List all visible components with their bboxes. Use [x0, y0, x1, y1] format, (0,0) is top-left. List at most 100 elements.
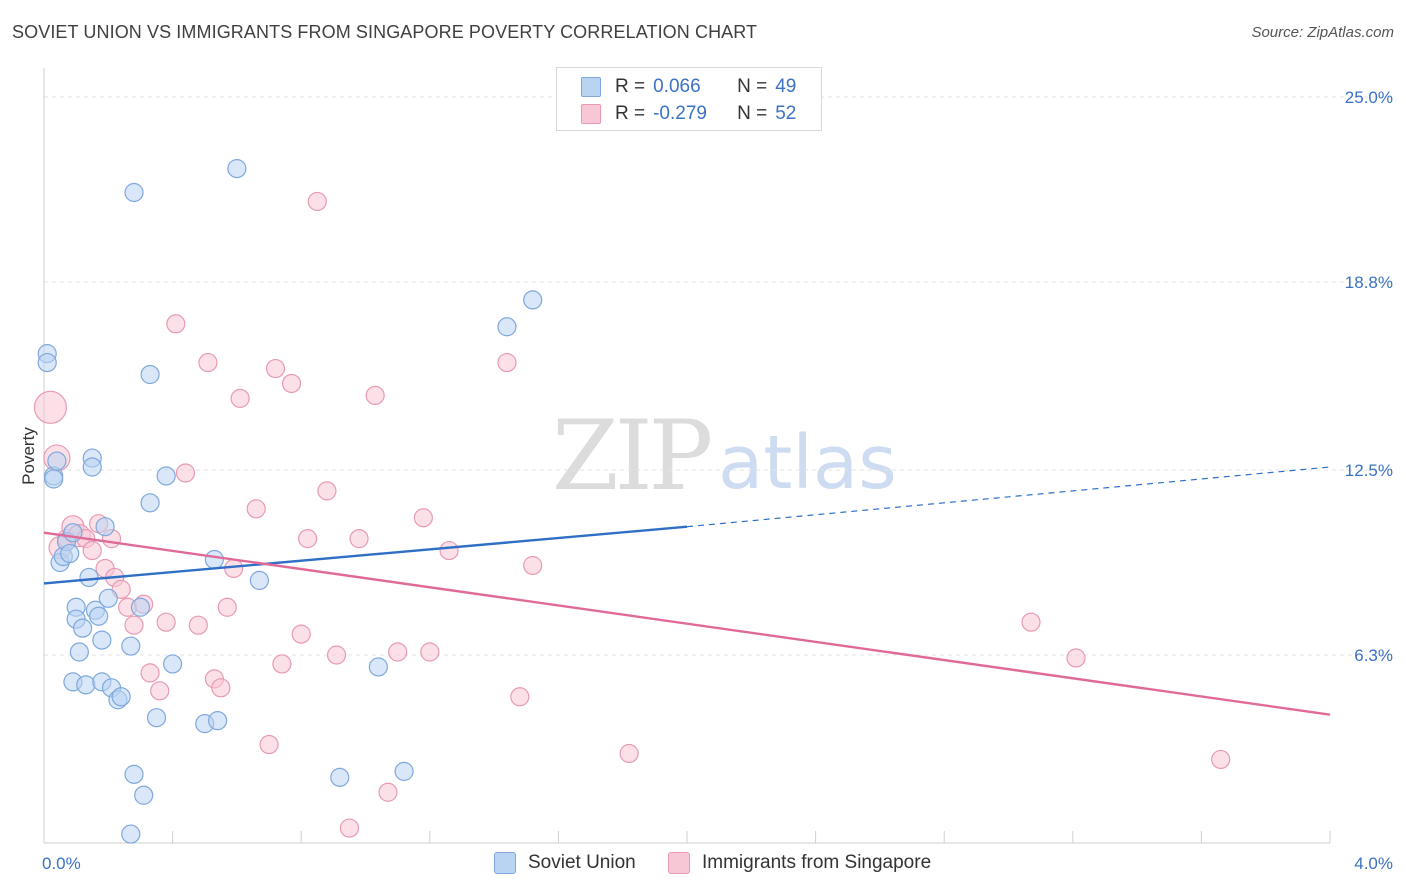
point-soviet-union: [47, 451, 67, 471]
point-soviet-union: [130, 597, 151, 617]
point-soviet-union: [72, 618, 93, 638]
point-soviet-union: [140, 493, 160, 513]
point-soviet-union: [124, 764, 144, 784]
point-immigrants-from-singapore: [326, 645, 347, 665]
legend-n-label: N =: [737, 103, 768, 124]
point-immigrants-from-singapore: [1066, 648, 1086, 668]
legend-label-soviet-union: Soviet Union: [528, 852, 636, 873]
point-soviet-union: [330, 767, 350, 787]
legend-item-immigrants-from-singapore[interactable]: Immigrants from Singapore: [668, 852, 931, 874]
watermark-zip: ZIP: [552, 400, 713, 512]
point-immigrants-from-singapore: [388, 642, 408, 662]
point-soviet-union: [134, 785, 154, 805]
point-soviet-union: [249, 570, 270, 591]
point-immigrants-from-singapore: [378, 782, 398, 802]
point-immigrants-from-singapore: [140, 663, 160, 683]
point-soviet-union: [69, 642, 89, 662]
point-immigrants-from-singapore: [82, 540, 102, 561]
x-tick-label: 0.0%: [42, 854, 81, 873]
point-immigrants-from-singapore: [246, 499, 266, 519]
point-immigrants-from-singapore: [510, 687, 530, 707]
y-tick-label: 12.5%: [1345, 461, 1393, 480]
point-soviet-union: [89, 606, 109, 626]
trend-line-soviet-union-extension: [686, 466, 1331, 528]
point-immigrants-from-singapore: [259, 734, 279, 755]
y-tick-label: 25.0%: [1345, 88, 1393, 107]
point-soviet-union: [76, 675, 96, 695]
legend-item-soviet-union[interactable]: Soviet Union: [494, 852, 636, 874]
legend-r-label: R =: [615, 103, 646, 124]
point-immigrants-from-singapore: [291, 624, 311, 644]
chart-title: SOVIET UNION VS IMMIGRANTS FROM SINGAPOR…: [12, 22, 758, 42]
point-immigrants-from-singapore: [339, 818, 360, 838]
point-soviet-union: [368, 657, 388, 677]
y-tick-label: 6.3%: [1354, 646, 1393, 665]
point-immigrants-from-singapore: [198, 352, 218, 373]
point-immigrants-from-singapore: [420, 642, 440, 662]
legend-n-label: N =: [737, 76, 768, 97]
point-soviet-union: [163, 654, 183, 674]
correlation-legend: R = 0.066 N = 49 R = -0.279 N = 52: [556, 67, 822, 131]
point-soviet-union: [121, 824, 141, 844]
point-soviet-union: [111, 687, 131, 707]
point-immigrants-from-singapore: [272, 654, 292, 674]
point-soviet-union: [523, 290, 543, 310]
point-immigrants-from-singapore: [523, 555, 543, 576]
point-immigrants-from-singapore: [150, 681, 170, 701]
point-soviet-union: [394, 761, 414, 781]
point-soviet-union: [156, 466, 176, 486]
y-tick-label: 18.8%: [1345, 273, 1393, 292]
point-immigrants-from-singapore: [317, 481, 337, 501]
point-soviet-union: [121, 636, 141, 656]
point-soviet-union: [82, 457, 102, 477]
point-immigrants-from-singapore: [497, 352, 517, 373]
legend-swatch-pink: [668, 852, 690, 874]
trend-lines: [43, 466, 1331, 716]
point-soviet-union: [60, 543, 80, 564]
point-soviet-union: [92, 630, 112, 650]
legend-row-soviet-union: R = 0.066 N = 49: [581, 74, 796, 100]
gridlines: [44, 96, 1392, 656]
point-immigrants-from-singapore: [1021, 612, 1041, 632]
legend-swatch-blue: [581, 77, 601, 97]
point-immigrants-from-singapore: [211, 678, 231, 698]
axes: [43, 68, 1331, 844]
point-immigrants-from-singapore: [349, 529, 369, 549]
point-immigrants-from-singapore: [439, 540, 459, 561]
watermark-atlas: atlas: [718, 420, 897, 506]
point-soviet-union: [140, 364, 160, 385]
points-immigrants-from-singapore: [33, 191, 1231, 838]
point-soviet-union: [37, 352, 57, 373]
point-immigrants-from-singapore: [619, 743, 639, 764]
point-soviet-union: [146, 708, 167, 728]
point-immigrants-from-singapore: [156, 612, 176, 632]
trend-line-soviet-union: [43, 525, 688, 585]
point-immigrants-from-singapore: [33, 390, 68, 424]
legend-swatch-blue: [494, 852, 516, 874]
legend-label-immigrants-from-singapore: Immigrants from Singapore: [702, 852, 932, 873]
point-immigrants-from-singapore: [281, 373, 302, 394]
point-soviet-union: [63, 523, 83, 543]
point-immigrants-from-singapore: [217, 597, 237, 617]
legend-r-value: 0.066: [653, 76, 701, 97]
point-immigrants-from-singapore: [188, 615, 208, 635]
point-immigrants-from-singapore: [224, 558, 244, 579]
points-soviet-union: [37, 159, 543, 844]
point-immigrants-from-singapore: [265, 358, 286, 379]
point-soviet-union: [208, 711, 228, 731]
legend-r-label: R =: [615, 76, 646, 97]
point-immigrants-from-singapore: [175, 463, 196, 483]
point-immigrants-from-singapore: [1211, 749, 1231, 770]
point-soviet-union: [44, 469, 64, 489]
legend-swatch-pink: [581, 104, 601, 124]
trend-line-immigrants-from-singapore: [43, 531, 1331, 716]
x-tick-label: 4.0%: [1354, 854, 1393, 873]
y-axis-label: Poverty: [19, 427, 38, 485]
legend-n-value: 49: [775, 76, 797, 97]
series-legend: Soviet Union Immigrants from Singapore: [0, 852, 1406, 878]
point-immigrants-from-singapore: [413, 508, 433, 528]
point-immigrants-from-singapore: [365, 385, 385, 405]
point-immigrants-from-singapore: [307, 191, 327, 212]
source-label[interactable]: Source: ZipAtlas.com: [1251, 24, 1394, 41]
